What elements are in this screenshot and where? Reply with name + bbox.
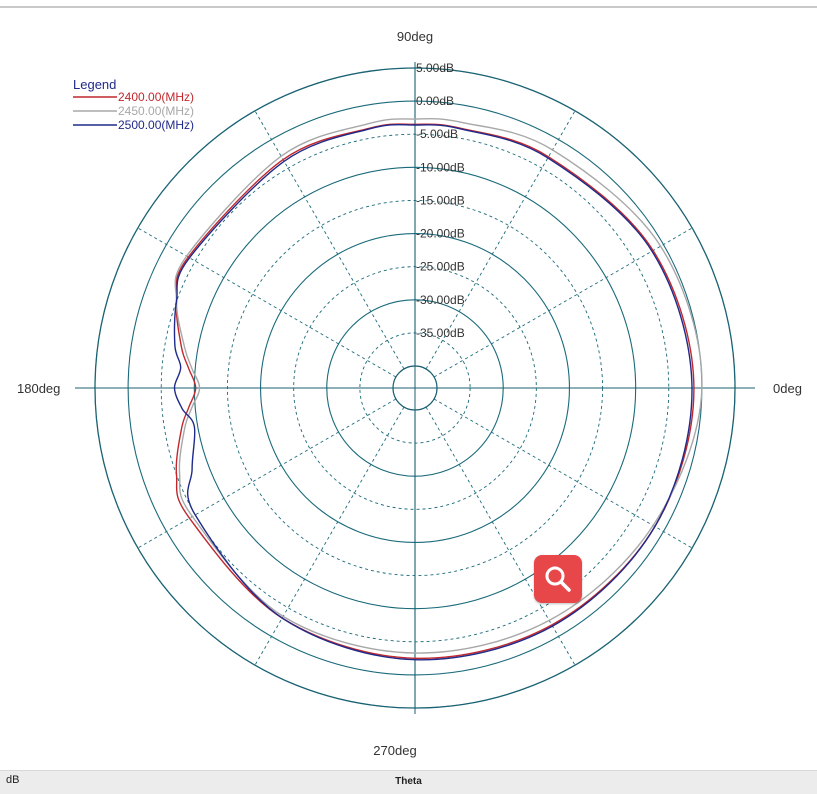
angle-labels: 90deg 180deg 0deg 270deg <box>17 29 802 758</box>
radial-tick-label: -35.00dB <box>416 326 465 340</box>
grid-spoke <box>137 227 397 378</box>
radial-tick-label: -25.00dB <box>416 260 465 274</box>
grid-spoke <box>425 406 576 666</box>
radial-tick-label: -20.00dB <box>416 227 465 241</box>
grid-spoke <box>254 406 405 666</box>
legend-entry: 2450.00(MHz) <box>118 104 194 118</box>
series-curve-2 <box>174 117 703 654</box>
angle-label: 0deg <box>773 381 802 396</box>
polar-grid <box>75 62 755 714</box>
status-bar: dB Theta <box>0 770 817 794</box>
series-curve-3 <box>173 123 693 661</box>
angle-label: 90deg <box>397 29 433 44</box>
radial-tick-label: 0.00dB <box>416 94 454 108</box>
radial-tick-label: 5.00dB <box>416 61 454 75</box>
grid-spoke <box>137 398 397 549</box>
legend-title: Legend <box>73 77 116 92</box>
grid-spoke <box>425 110 576 370</box>
grid-spoke <box>433 227 693 378</box>
zoom-button[interactable] <box>534 555 582 603</box>
grid-spoke <box>433 398 693 549</box>
legend-entry: 2400.00(MHz) <box>118 90 194 104</box>
pattern-curves <box>173 117 703 661</box>
magnifier-icon <box>545 566 571 592</box>
grid-spoke <box>254 110 405 370</box>
status-axis-label: Theta <box>395 776 422 787</box>
radial-tick-label: -15.00dB <box>416 193 465 207</box>
radial-tick-label: -30.00dB <box>416 293 465 307</box>
radial-tick-label: -5.00dB <box>416 127 458 141</box>
angle-label: 180deg <box>17 381 60 396</box>
radial-tick-label: -10.00dB <box>416 160 465 174</box>
legend: Legend2400.00(MHz)2450.00(MHz)2500.00(MH… <box>73 77 194 132</box>
radial-tick-labels: 5.00dB 0.00dB -5.00dB -10.00dB -15.00dB -20.0… <box>416 61 465 340</box>
legend-entry: 2500.00(MHz) <box>118 118 194 132</box>
status-unit-label: dB <box>6 774 20 786</box>
top-rule <box>0 6 817 8</box>
angle-label: 270deg <box>373 743 416 758</box>
